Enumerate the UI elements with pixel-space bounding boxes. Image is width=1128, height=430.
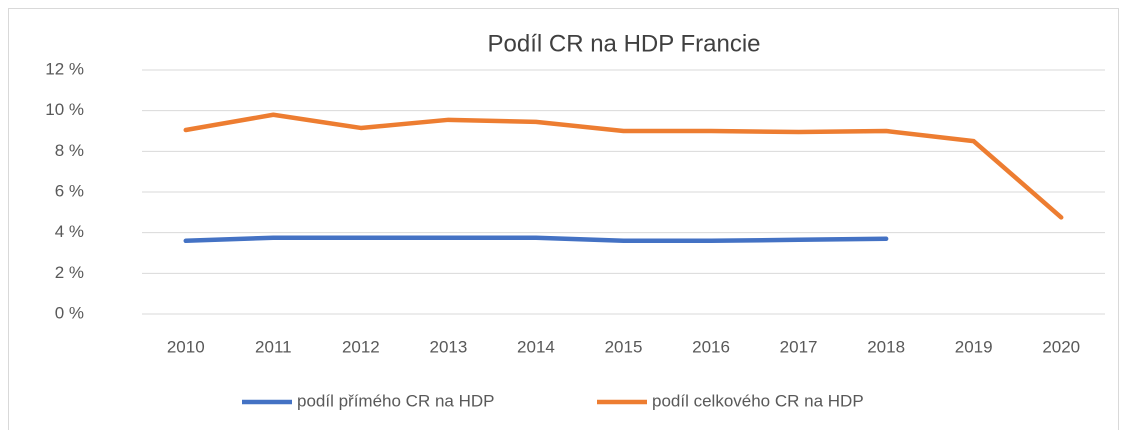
x-tick-label: 2017: [780, 337, 818, 356]
x-tick-label: 2011: [255, 337, 292, 356]
y-tick-label: 6 %: [55, 181, 84, 200]
y-tick-label: 8 %: [55, 141, 84, 160]
chart-title: Podíl CR na HDP Francie: [488, 30, 761, 57]
x-tick-label: 2019: [955, 337, 993, 356]
y-tick-label: 12 %: [45, 59, 84, 78]
x-tick-label: 2012: [342, 337, 380, 356]
y-tick-label: 0 %: [55, 303, 84, 322]
x-tick-label: 2014: [517, 337, 555, 356]
chart-border: [8, 8, 1119, 430]
x-tick-label: 2020: [1042, 337, 1080, 356]
legend-label: podíl celkového CR na HDP: [652, 391, 864, 410]
x-tick-label: 2015: [605, 337, 643, 356]
series-line: [183, 112, 1064, 220]
x-tick-label: 2010: [167, 337, 205, 356]
y-tick-label: 2 %: [55, 263, 84, 282]
x-tick-label: 2018: [867, 337, 905, 356]
series-line: [183, 235, 889, 244]
x-tick-label: 2016: [692, 337, 730, 356]
y-tick-label: 10 %: [45, 100, 84, 119]
x-tick-label: 2013: [429, 337, 467, 356]
y-tick-label: 4 %: [55, 222, 84, 241]
legend-label: podíl přímého CR na HDP: [297, 391, 494, 410]
